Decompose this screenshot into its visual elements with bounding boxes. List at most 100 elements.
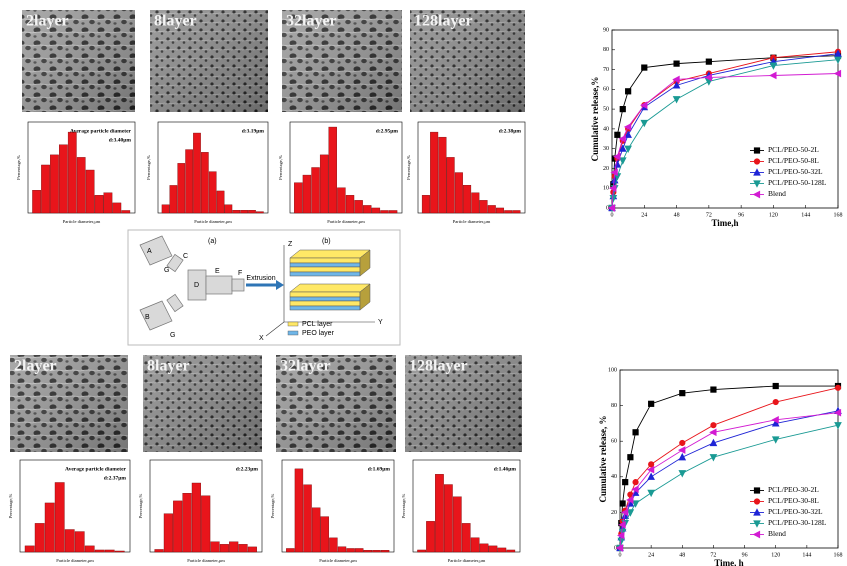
x-axis-label: Particle diameter,μm: [448, 558, 486, 564]
marker: [648, 461, 655, 468]
bar: [388, 210, 398, 214]
bar: [41, 164, 50, 214]
marker: [833, 69, 842, 78]
y-tick-label: 0: [614, 545, 617, 551]
bar: [294, 182, 303, 214]
bar: [34, 523, 45, 553]
marker: [672, 96, 681, 104]
bar: [94, 549, 105, 553]
x-tick-label: 0: [619, 552, 622, 558]
bar: [76, 157, 86, 214]
bar: [191, 482, 201, 553]
marker: [623, 123, 632, 131]
marker: [613, 152, 621, 161]
bar: [294, 468, 304, 553]
marker: [672, 81, 681, 89]
marker: [624, 130, 632, 138]
bar: [201, 495, 211, 553]
x-tick-label: 72: [710, 552, 716, 558]
y-tick-label: 90: [603, 27, 609, 33]
legend-label: Blend: [768, 189, 786, 198]
y-tick-label: 60: [603, 87, 609, 93]
legend-swatch: [287, 330, 299, 336]
layer: [289, 257, 361, 264]
y-axis-label: Percentage,%: [401, 493, 407, 518]
marker: [753, 520, 761, 528]
marker: [646, 465, 655, 474]
bar: [169, 185, 178, 214]
y-tick-label: 20: [603, 166, 609, 172]
marker: [618, 144, 627, 152]
marker: [622, 479, 629, 486]
part-label: F: [238, 270, 242, 277]
marker: [648, 400, 655, 407]
y-tick-label: 50: [603, 106, 609, 112]
x-tick-label: 72: [706, 212, 712, 218]
marker: [752, 530, 761, 539]
bar: [112, 202, 122, 214]
part-label: D: [194, 282, 199, 289]
legend-label: PCL/PEO-30-8L: [768, 496, 819, 505]
bar: [216, 190, 225, 214]
marker: [609, 195, 618, 203]
y-axis-label: Percentage,%: [16, 155, 22, 180]
marker: [641, 64, 648, 71]
bar: [444, 484, 453, 553]
marker: [679, 439, 686, 447]
plot-frame: [619, 369, 839, 549]
sem-label: 32layer: [286, 13, 337, 30]
layer: [289, 271, 361, 277]
marker: [631, 500, 640, 508]
sem-label: 32layer: [280, 358, 331, 375]
layer: [289, 305, 361, 311]
marker: [673, 60, 680, 67]
marker: [640, 119, 649, 128]
marker: [769, 62, 778, 70]
bar: [232, 210, 241, 214]
legend-label: PCL layer: [302, 321, 333, 328]
legend-label: PCL/PEO-50-32L: [768, 167, 823, 176]
marker: [618, 157, 627, 165]
bar: [421, 195, 430, 214]
bar: [471, 192, 480, 214]
bar: [85, 169, 95, 214]
bar: [354, 200, 363, 214]
x-tick-label: 48: [674, 212, 680, 218]
x-tick-label: 120: [771, 552, 780, 558]
annotation: d:2.38μm: [499, 128, 522, 134]
marker: [647, 489, 655, 498]
legend-label: PCL/PEO-50-8L: [768, 156, 819, 165]
part-label: A: [147, 248, 152, 255]
x-axis-label: Particle diameter,μm: [194, 219, 232, 225]
bar: [114, 550, 125, 553]
marker: [753, 498, 761, 505]
marker: [834, 384, 842, 391]
sem-shade: [22, 10, 135, 112]
y-axis-label: Cumulative release,%: [590, 77, 600, 162]
marker: [609, 184, 617, 193]
bar: [193, 132, 201, 214]
bar: [512, 210, 521, 214]
arrow-head: [276, 280, 284, 290]
bar: [446, 157, 455, 214]
marker: [615, 544, 624, 552]
marker: [617, 531, 625, 540]
hopper-b: [139, 300, 173, 331]
x-axis-label: Time, h: [714, 558, 743, 566]
bar: [452, 496, 462, 553]
bar: [363, 550, 373, 553]
x-tick-label: 168: [834, 552, 843, 558]
x-axis-label: Particle diameter,μm: [453, 219, 491, 225]
marker: [647, 472, 655, 480]
sem-label: 8layer: [147, 358, 190, 375]
bar: [461, 523, 471, 553]
bar: [219, 544, 229, 553]
legend-label: PEO layer: [302, 330, 335, 337]
marker: [672, 75, 680, 84]
y-tick-label: 80: [611, 403, 617, 409]
x-tick-label: 24: [641, 212, 647, 218]
marker: [678, 470, 687, 478]
connector-c: [166, 253, 184, 273]
bar: [320, 516, 329, 553]
layer-top: [289, 283, 371, 293]
